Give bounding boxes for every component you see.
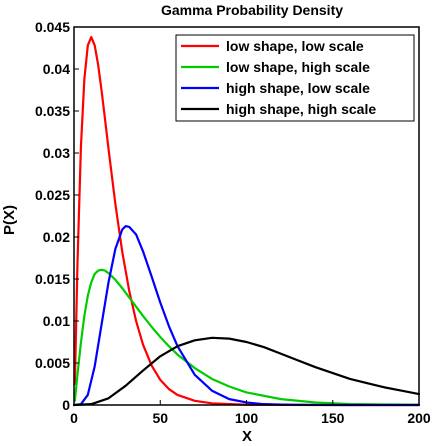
legend-box bbox=[175, 34, 415, 122]
series-line-3 bbox=[72, 224, 421, 407]
y-tick-label: 0.04 bbox=[43, 61, 70, 77]
legend-entry-label: low shape, low scale bbox=[226, 38, 364, 54]
x-axis-ticks: 0 50 100 150 200 bbox=[70, 400, 431, 426]
x-axis-label: X bbox=[242, 428, 252, 445]
x-tick-label: 100 bbox=[235, 410, 259, 426]
series-line-2 bbox=[73, 268, 421, 406]
legend: low shape, low scale low shape, high scal… bbox=[175, 34, 415, 122]
x-tick-label: 50 bbox=[152, 410, 168, 426]
legend-entry-label: low shape, high scale bbox=[226, 59, 370, 75]
y-tick-label: 0.045 bbox=[35, 19, 70, 35]
y-tick-label: 0.005 bbox=[35, 355, 70, 371]
y-axis-ticks: 0 0.005 0.01 0.015 0.02 0.025 0.03 0.035 0.04 0.0… bbox=[35, 19, 79, 413]
chart-title: Gamma Probability Density bbox=[161, 2, 343, 18]
y-tick-label: 0.025 bbox=[35, 187, 70, 203]
series-line-4 bbox=[72, 336, 421, 407]
y-tick-label: 0.01 bbox=[43, 313, 70, 329]
y-tick-label: 0.02 bbox=[43, 229, 70, 245]
legend-entry-label: high shape, high scale bbox=[226, 101, 376, 117]
x-tick-label: 150 bbox=[321, 410, 345, 426]
x-tick-label: 0 bbox=[70, 410, 78, 426]
y-tick-label: 0 bbox=[62, 397, 70, 413]
y-tick-label: 0.035 bbox=[35, 103, 70, 119]
legend-entry-label: high shape, low scale bbox=[226, 80, 370, 96]
y-tick-label: 0.015 bbox=[35, 271, 70, 287]
y-axis-label: P(X) bbox=[1, 205, 18, 235]
y-tick-label: 0.03 bbox=[43, 145, 70, 161]
x-tick-label: 200 bbox=[407, 410, 431, 426]
